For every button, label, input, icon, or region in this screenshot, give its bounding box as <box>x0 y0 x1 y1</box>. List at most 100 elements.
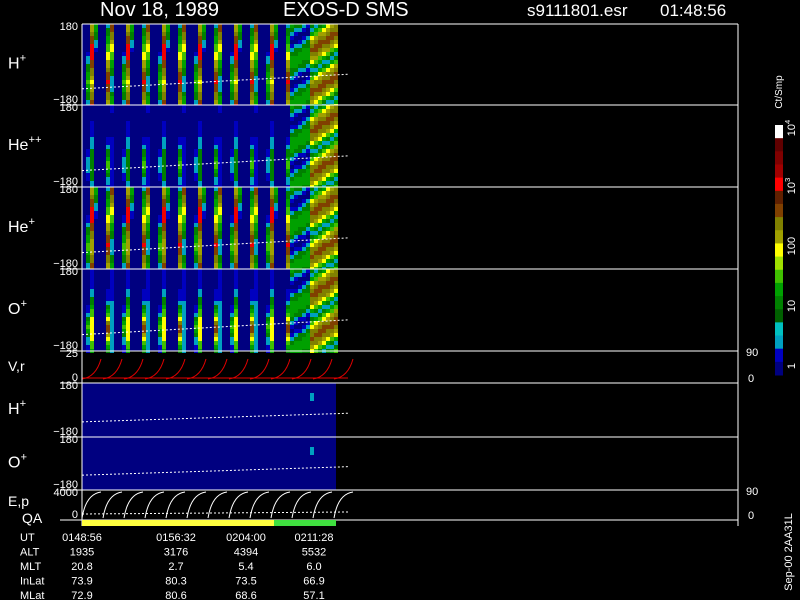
spectrogram-cell <box>322 293 326 297</box>
spectrogram-cell <box>254 239 258 243</box>
panel-label: E,p <box>8 493 29 509</box>
spectrogram-cell <box>162 281 166 285</box>
ephemeris-value: 6.0 <box>306 561 321 573</box>
spectrogram-cell <box>194 68 198 72</box>
spectrogram-cell <box>158 333 162 337</box>
spectrogram-cell <box>90 247 94 251</box>
spectrogram-cell <box>178 173 182 177</box>
spectrogram-cell <box>182 44 186 48</box>
spectrogram-cell <box>194 235 198 239</box>
spectrogram-cell <box>322 60 326 64</box>
spectrogram-cell <box>126 297 130 301</box>
spectrogram-cell <box>270 281 274 285</box>
spectrogram-cell <box>106 191 110 195</box>
spectrogram-cell <box>254 281 258 285</box>
spectrogram-cell <box>310 281 314 285</box>
spectrogram-cell <box>106 207 110 211</box>
spectrogram-cell <box>310 161 314 165</box>
spectrogram-cell <box>110 337 114 341</box>
spectrogram-cell <box>158 165 162 169</box>
spectrogram-cell <box>234 52 238 56</box>
spectrogram-cell <box>202 215 206 219</box>
spectrogram-cell <box>326 211 330 215</box>
spectrogram-cell <box>290 141 294 145</box>
spectrogram-cell <box>266 72 270 76</box>
spectrogram-cell <box>314 285 318 289</box>
spectrogram-cell <box>94 40 98 44</box>
spectrogram-cell <box>198 263 202 267</box>
spectrogram-cell <box>86 219 90 223</box>
spectrogram-cell <box>298 173 302 177</box>
spectrogram-cell <box>86 153 90 157</box>
spectrogram-cell <box>314 309 318 313</box>
spectrogram-cell <box>142 263 146 267</box>
spectrogram-cell <box>266 173 270 177</box>
spectrogram-cell <box>334 121 338 125</box>
spectrogram-cell <box>198 173 202 177</box>
spectrogram-cell <box>178 181 182 185</box>
spectrogram-cell <box>310 227 314 231</box>
spectrogram-cell <box>234 125 238 129</box>
spectrogram-cell <box>318 100 322 104</box>
spectrogram-cell <box>214 313 218 317</box>
spectrogram-cell <box>86 52 90 56</box>
spectrogram-cell <box>234 235 238 239</box>
spectrogram-cell <box>322 235 326 239</box>
spectrogram-cell <box>126 177 130 181</box>
spectrogram-cell <box>110 177 114 181</box>
instrument: EXOS-D SMS <box>283 0 409 21</box>
spectrogram-cell <box>286 251 290 255</box>
spectrogram-cell <box>286 32 290 36</box>
spectrogram-cell <box>306 36 310 40</box>
spectrogram-cell <box>306 293 310 297</box>
spectrogram-cell <box>302 60 306 64</box>
spectrogram-cell <box>318 181 322 185</box>
spectrogram-cell <box>142 215 146 219</box>
spectrogram-cell <box>230 231 234 235</box>
spectrogram-cell <box>318 121 322 125</box>
spectrogram-cell <box>290 48 294 52</box>
spectrogram-cell <box>234 247 238 251</box>
spectrogram-cell <box>162 145 166 149</box>
spectrogram-cell <box>162 121 166 125</box>
spectrogram-cell <box>214 345 218 349</box>
spectrogram-cell <box>218 40 222 44</box>
spectrogram-cell <box>198 341 202 345</box>
spectrogram-cell <box>250 157 254 161</box>
spectrogram-cell <box>314 109 318 113</box>
colorbar-label: 100 <box>786 237 798 255</box>
spectrogram-cell <box>90 207 94 211</box>
spectrogram-cell <box>142 235 146 239</box>
spectrogram-cell <box>122 165 126 169</box>
spectrogram-cell <box>182 211 186 215</box>
spectrogram-cell <box>334 96 338 100</box>
spectrogram-cell <box>310 325 314 329</box>
spectrogram-cell <box>298 125 302 129</box>
spectrogram-cell <box>214 181 218 185</box>
spectrogram-cell <box>142 173 146 177</box>
spectrogram-cell <box>142 321 146 325</box>
spectrogram-cell <box>326 235 330 239</box>
spectrogram-cell <box>178 161 182 165</box>
spectrogram-cell <box>270 293 274 297</box>
spectrogram-cell <box>302 52 306 56</box>
spectrogram-cell <box>166 40 170 44</box>
spectrogram-cell <box>194 309 198 313</box>
spectrogram-cell <box>146 325 150 329</box>
spectrogram-cell <box>290 36 294 40</box>
spectrogram-cell <box>126 153 130 157</box>
spectrogram-cell <box>254 72 258 76</box>
spectrogram-cell <box>294 203 298 207</box>
spectrogram-cell <box>302 235 306 239</box>
spectrogram-cell <box>198 223 202 227</box>
spectrogram-cell <box>314 40 318 44</box>
spectrogram-cell <box>298 44 302 48</box>
spectrogram-cell <box>162 289 166 293</box>
spectrogram-cell <box>146 247 150 251</box>
spectrogram-cell <box>294 297 298 301</box>
spectrogram-cell <box>294 121 298 125</box>
spectrogram-cell <box>290 293 294 297</box>
spectrogram-cell <box>218 273 222 277</box>
spectrogram-cell <box>322 281 326 285</box>
spectrogram-cell <box>330 345 334 349</box>
